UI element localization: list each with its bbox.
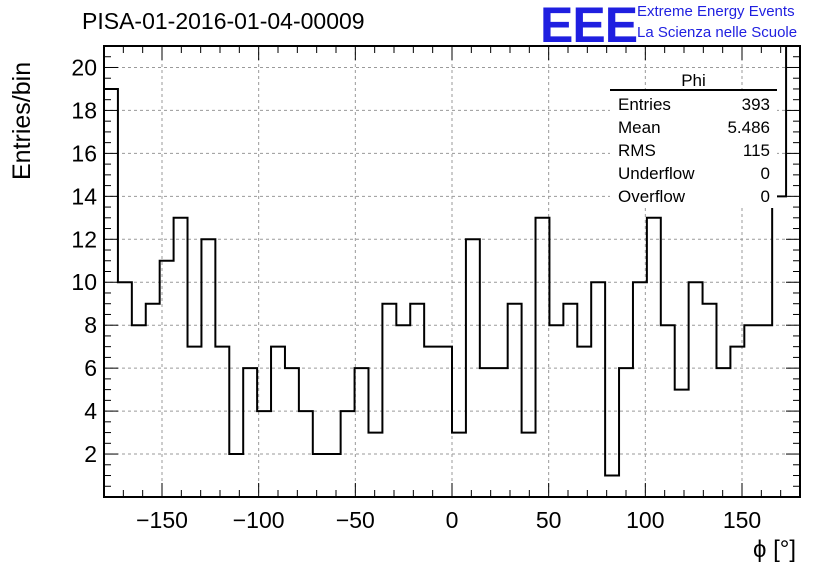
stats-row-value: 5.486	[727, 118, 770, 137]
stats-row-value: 0	[761, 164, 770, 183]
histogram-bin	[396, 325, 410, 497]
histogram-bin	[327, 454, 341, 497]
histogram-bin	[591, 282, 605, 497]
histogram-bin	[563, 304, 577, 497]
histogram-bin	[744, 325, 758, 497]
histogram-bin	[772, 196, 786, 497]
histogram-bin	[577, 347, 591, 497]
histogram-bin	[633, 282, 647, 497]
y-tick-label: 2	[84, 441, 97, 467]
histogram-bin	[703, 304, 717, 497]
histogram-bin	[522, 433, 536, 497]
histogram-bin	[215, 347, 229, 497]
stats-row-label: Entries	[618, 95, 671, 114]
histogram-bin	[201, 239, 215, 497]
histogram-bin	[341, 411, 355, 497]
histogram-bin	[549, 325, 563, 497]
histogram-bin	[243, 368, 257, 497]
x-tick-label: 50	[536, 507, 562, 533]
histogram-bin	[271, 347, 285, 497]
y-tick-label: 18	[71, 97, 97, 123]
histogram-bin	[508, 304, 522, 497]
histogram-bin	[257, 411, 271, 497]
histogram-bin	[424, 347, 438, 497]
stats-box-bg	[610, 90, 777, 208]
histogram-bin	[619, 368, 633, 497]
histogram-bin	[452, 433, 466, 497]
histogram-bin	[118, 282, 132, 497]
x-tick-label: 0	[446, 507, 459, 533]
histogram-bin	[382, 304, 396, 497]
histogram-bin	[355, 368, 369, 497]
y-tick-label: 8	[84, 312, 97, 338]
y-tick-label: 14	[71, 183, 97, 209]
stats-row-value: 0	[761, 187, 770, 206]
stats-row-label: Underflow	[618, 164, 695, 183]
histogram-bin	[368, 433, 382, 497]
histogram-bin	[675, 390, 689, 497]
y-tick-label: 10	[71, 269, 97, 295]
histogram-bin	[466, 239, 480, 497]
y-tick-label: 20	[71, 54, 97, 80]
histogram-bin	[410, 304, 424, 497]
stats-row-label: Overflow	[618, 187, 686, 206]
histogram-bin	[716, 368, 730, 497]
stats-row-label: Mean	[618, 118, 661, 137]
histogram-bin	[174, 218, 188, 497]
histogram-bin	[647, 218, 661, 497]
histogram-bin	[299, 411, 313, 497]
x-tick-label: 150	[723, 507, 761, 533]
histogram-bin	[285, 368, 299, 497]
histogram-bin	[160, 261, 174, 497]
y-tick-label: 6	[84, 355, 97, 381]
stats-row-label: RMS	[618, 141, 656, 160]
x-tick-label: 100	[626, 507, 664, 533]
x-tick-label: −100	[233, 507, 285, 533]
histogram-bin	[661, 325, 675, 497]
x-tick-label: −150	[136, 507, 188, 533]
stats-row-value: 115	[743, 141, 770, 160]
histogram-bin	[689, 282, 703, 497]
stats-row-value: 393	[742, 95, 770, 114]
histogram-bin	[730, 347, 744, 497]
eee-logo: EEE	[540, 0, 638, 53]
histogram-bin	[758, 325, 772, 497]
x-axis-label: ϕ [°]	[753, 536, 797, 563]
logo-tagline-1: Extreme Energy Events	[637, 3, 795, 20]
histogram-outline	[103, 45, 801, 497]
y-axis-label: Entries/bin	[8, 61, 36, 180]
histogram-bin	[536, 218, 550, 497]
histogram-bin	[132, 325, 146, 497]
histogram-bin	[438, 347, 452, 497]
histogram-bin	[480, 368, 494, 497]
histogram-bin	[313, 454, 327, 497]
y-tick-label: 12	[71, 226, 97, 252]
x-tick-label: −50	[336, 507, 375, 533]
stats-box-title: Phi	[681, 71, 706, 90]
histogram-bin	[146, 304, 160, 497]
histogram-bin	[229, 454, 243, 497]
logo-tagline-2: La Scienza nelle Scuole	[637, 24, 798, 41]
y-tick-label: 16	[71, 140, 97, 166]
histogram-bin	[494, 368, 508, 497]
histogram-bin	[605, 476, 619, 497]
chart-title: PISA-01-2016-01-04-00009	[82, 8, 365, 34]
y-tick-label: 4	[84, 398, 97, 424]
histogram-bin	[188, 347, 202, 497]
